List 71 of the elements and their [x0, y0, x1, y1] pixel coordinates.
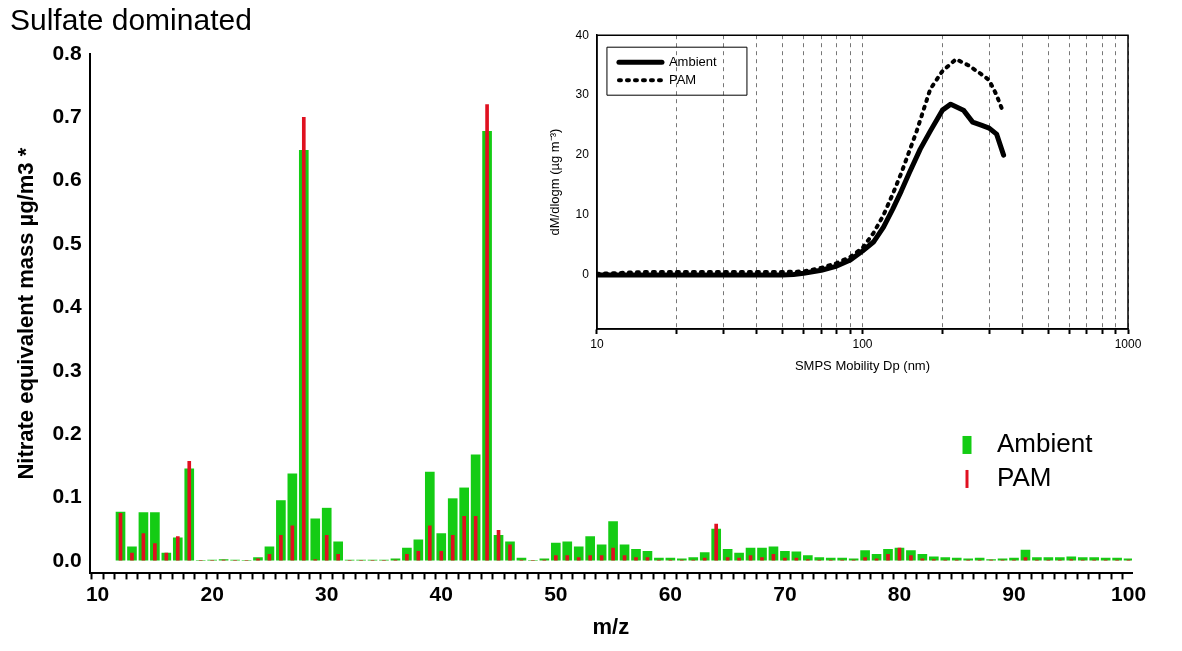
bar [565, 555, 570, 561]
bar [634, 557, 638, 561]
bar [153, 543, 157, 561]
bar [279, 535, 283, 561]
bar [725, 557, 730, 561]
y-tick-label: 0.2 [52, 420, 82, 444]
y-tick-label: 0.4 [52, 294, 82, 318]
y-tick-label: 0.1 [52, 484, 82, 508]
y-axis-title: dM/dlogm (µg m⁻³) [547, 128, 563, 236]
x-tick-label: 40 [429, 581, 453, 605]
bar [714, 523, 719, 561]
x-tick-label: 10 [85, 581, 110, 605]
bar [599, 555, 604, 561]
bar [748, 555, 753, 561]
x-axis-title: m/z [592, 613, 630, 639]
bar [450, 535, 455, 561]
y-tick-label: 10 [575, 207, 590, 222]
x-tick-label: 80 [887, 581, 912, 605]
bar [439, 550, 444, 561]
bar [783, 557, 787, 561]
y-tick-label: 0.7 [52, 104, 82, 128]
bar [405, 554, 409, 561]
bar [863, 557, 867, 561]
bar [886, 554, 890, 561]
x-tick-label: 90 [1002, 581, 1026, 605]
chart-title: Sulfate dominated [10, 3, 252, 37]
bar [794, 557, 799, 561]
x-axis-title: SMPS Mobility Dp (nm) [794, 357, 931, 373]
bar [130, 552, 134, 561]
bar [702, 557, 707, 561]
bar [909, 555, 913, 561]
legend-label: Ambient [668, 53, 718, 69]
y-tick-label: 0 [582, 267, 590, 282]
bar [611, 547, 615, 561]
y-tick-label: 0.6 [52, 167, 82, 191]
x-tick-label: 1000 [1114, 336, 1142, 351]
x-tick-label: 100 [852, 336, 873, 351]
x-tick-label: 100 [1111, 581, 1147, 605]
bar [336, 554, 340, 561]
y-tick-label: 0.5 [52, 230, 82, 254]
y-tick-label: 20 [575, 147, 590, 162]
x-tick-label: 60 [658, 581, 683, 605]
bar [427, 525, 432, 561]
bar [324, 535, 329, 561]
x-tick-label: 10 [590, 336, 604, 351]
y-tick-label: 30 [575, 87, 590, 102]
legend-label: PAM [997, 462, 1052, 493]
y-axis-title: Nitrate equivalent mass µg/m3 * [13, 147, 39, 480]
bar [576, 557, 581, 561]
bar [917, 554, 928, 561]
bar [645, 557, 650, 561]
x-tick-label: 30 [315, 581, 339, 605]
y-tick-label: 0.3 [52, 357, 82, 381]
y-tick-label: 40 [575, 27, 590, 42]
y-tick-label: 0.0 [52, 547, 82, 571]
bar [553, 555, 558, 561]
x-tick-label: 70 [773, 581, 797, 605]
bar [622, 555, 627, 561]
bar [737, 557, 741, 561]
x-tick-label: 50 [544, 581, 568, 605]
legend-label: PAM [668, 71, 697, 87]
bar [485, 104, 489, 561]
y-tick-label: 0.8 [52, 40, 82, 64]
bar [462, 516, 466, 561]
bar [301, 117, 306, 561]
bar [187, 460, 192, 561]
bar [760, 557, 764, 561]
legend-label: Ambient [997, 428, 1094, 459]
bar [588, 555, 593, 561]
bar [1023, 557, 1028, 561]
x-tick-label: 20 [200, 581, 224, 605]
